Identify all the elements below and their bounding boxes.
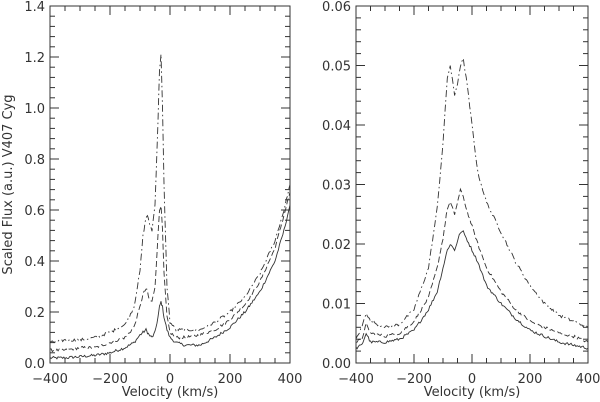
chart-panel-2: −400 −200 0 200 400 0.00 0.01 0.02 0.03 0.04 0.05 0… xyxy=(322,0,600,400)
y-tick-label: 0.04 xyxy=(322,119,351,134)
y-tick-label: 0.03 xyxy=(322,179,351,194)
y-tick-label: 1.4 xyxy=(24,0,45,15)
series-line-dashed xyxy=(49,192,291,353)
x-tick-label: 400 xyxy=(278,372,303,387)
plot-frame xyxy=(49,5,291,364)
series-line-solid xyxy=(355,230,589,350)
x-tick-label: −400 xyxy=(338,372,374,387)
x-tick-label: 400 xyxy=(576,372,600,387)
x-tick-label: 0 xyxy=(166,372,174,387)
x-tick-label: −200 xyxy=(92,372,128,387)
x-axis-title: Velocity (km/s) xyxy=(122,385,219,400)
y-tick-label: 0.05 xyxy=(322,60,351,75)
x-tick-label: 0 xyxy=(468,372,476,387)
x-tick-label: −400 xyxy=(32,372,68,387)
series-line-dashed xyxy=(355,187,589,343)
chart-panel-1: −400 −200 0 200 400 0.0 0.2 0.4 0.6 0.8 1.0 1.2 1.4 V… xyxy=(1,0,302,400)
y-tick-label: 0.8 xyxy=(24,153,45,168)
y-tick-label: 0.02 xyxy=(322,238,351,253)
y-tick-label: 1.0 xyxy=(24,102,45,117)
series-line-dash-dot xyxy=(49,54,291,344)
x-tick-label: 200 xyxy=(218,372,243,387)
x-axis-title: Velocity (km/s) xyxy=(424,385,521,400)
x-tick-label: −200 xyxy=(396,372,432,387)
y-tick-label: 0.00 xyxy=(322,357,351,372)
y-tick-label: 0.0 xyxy=(24,357,45,372)
series-line-solid xyxy=(49,204,291,360)
y-axis-title: Scaled Flux (a.u.) V407 Cyg xyxy=(1,94,16,274)
y-tick-label: 0.01 xyxy=(322,298,351,313)
series-line-dash-dot xyxy=(355,56,589,340)
y-tick-label: 0.06 xyxy=(322,0,351,15)
y-tick-label: 0.6 xyxy=(24,204,45,219)
y-tick-label: 0.4 xyxy=(24,255,45,270)
y-tick-label: 0.2 xyxy=(24,306,45,321)
y-tick-label: 1.2 xyxy=(24,51,45,66)
x-tick-label: 200 xyxy=(518,372,543,387)
